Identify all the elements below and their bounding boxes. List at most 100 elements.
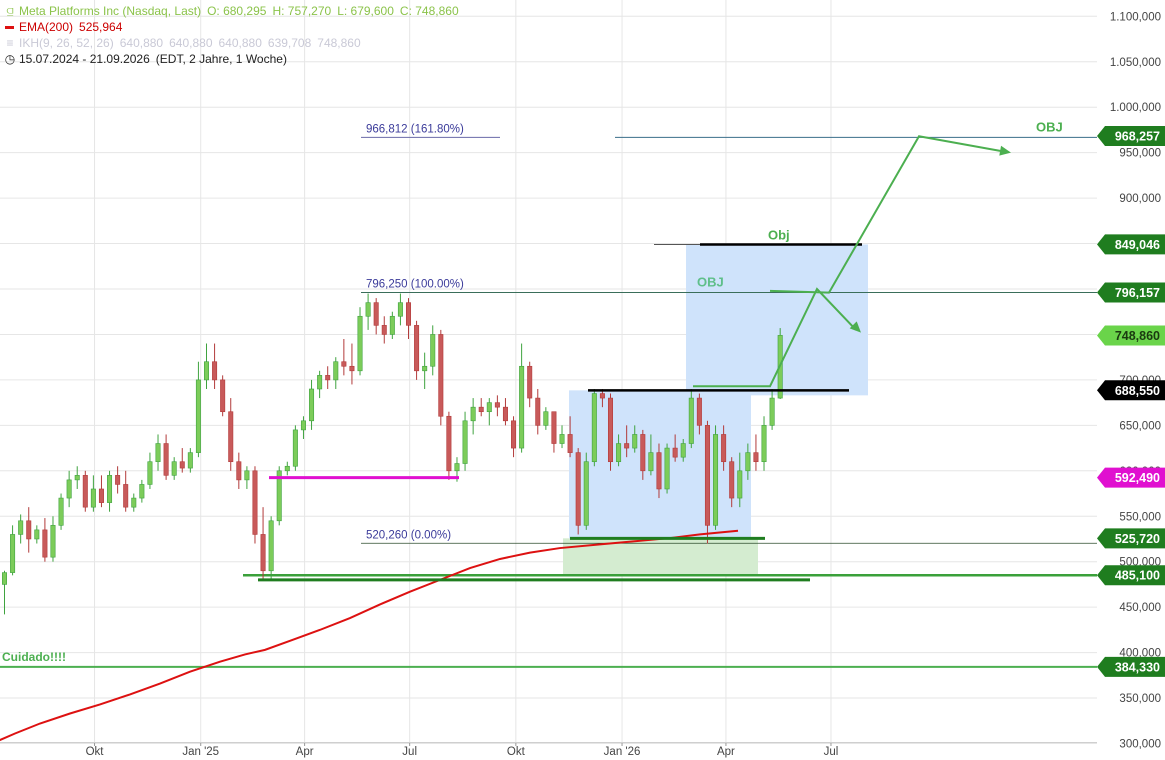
candle-body — [42, 529, 48, 558]
candle-body — [656, 452, 662, 490]
candle-body — [252, 470, 258, 535]
drawings: OBJ Obj OBJ Cuidado!!!! — [2, 119, 1063, 664]
y-tick-label: 300,000 — [1119, 739, 1161, 751]
candle-body — [292, 429, 298, 467]
price-badge-bg — [1097, 528, 1165, 549]
legend-ikh-value: 640,880 — [119, 36, 164, 50]
ema-swatch — [5, 25, 14, 29]
price-badge: 384,330 — [1097, 656, 1165, 677]
legend-open: O: 680,295 — [207, 4, 267, 18]
price-badge-label: 688,550 — [1115, 384, 1160, 398]
legend-ikh-label: IKH(9, 26, 52, 26) — [19, 36, 114, 50]
candle-body — [486, 402, 492, 413]
price-badge-bg — [1097, 565, 1165, 586]
price-badge-label: 592,490 — [1115, 471, 1160, 485]
candle-body — [1, 572, 8, 585]
candle-body — [34, 529, 40, 540]
price-axis: 300,000350,000400,000450,000500,000550,0… — [1097, 11, 1165, 751]
fib-label: 520,260 (0.00%) — [366, 529, 451, 541]
candle-body — [139, 484, 145, 499]
candle-body — [599, 393, 605, 399]
candle-body — [575, 452, 581, 526]
candle-body — [365, 302, 371, 317]
candle-body — [664, 447, 670, 490]
arrow-head-1 — [849, 321, 861, 333]
candle-body — [559, 434, 565, 444]
price-badge-bg — [1097, 467, 1165, 488]
candle-body — [381, 325, 387, 335]
candle-body — [502, 406, 508, 422]
annotation-warning: Cuidado!!!! — [2, 650, 66, 664]
price-badge: 485,100 — [1097, 565, 1165, 586]
candle-body — [179, 461, 185, 469]
price-badge: 849,046 — [1097, 234, 1165, 255]
x-tick-label: Jan '25 — [182, 746, 219, 758]
price-badge: 748,860 — [1097, 325, 1165, 346]
legend-low: L: 679,600 — [337, 4, 394, 18]
projection-path-1 — [693, 287, 857, 388]
price-badge-label: 384,330 — [1115, 660, 1160, 674]
annotation-obj-top: OBJ — [1036, 119, 1063, 134]
price-badge-label: 968,257 — [1115, 130, 1160, 144]
x-tick-label: Jul — [402, 746, 417, 758]
legend-close: C: 748,860 — [399, 4, 459, 18]
price-badge-bg — [1097, 234, 1165, 255]
candle-body — [454, 463, 460, 472]
candle-body — [187, 452, 193, 469]
legend-instrument-row: ⫑ Meta Platforms Inc (Nasdaq, Last) O: 6… — [4, 3, 459, 19]
y-tick-label: 1.050,000 — [1110, 57, 1161, 69]
ikh-icon: ≡ — [6, 36, 14, 50]
candle-body — [341, 361, 347, 367]
legend-ikh-value: 748,860 — [317, 36, 361, 50]
price-badge: 592,490 — [1097, 467, 1165, 488]
candle-body — [745, 452, 751, 472]
y-tick-label: 650,000 — [1119, 420, 1161, 432]
price-badge: 796,157 — [1097, 282, 1165, 303]
price-badge-bg — [1097, 656, 1165, 677]
candle-body — [438, 334, 444, 417]
chart-grid — [0, 0, 1097, 744]
candle-body — [535, 397, 541, 426]
candle-body — [131, 497, 137, 508]
candle-body — [333, 361, 339, 381]
candle-body — [462, 420, 468, 464]
chart-legend: ⫑ Meta Platforms Inc (Nasdaq, Last) O: 6… — [4, 3, 459, 67]
price-badge-bg — [1097, 126, 1165, 147]
x-tick-label: Apr — [296, 746, 314, 758]
candle-body — [414, 325, 420, 372]
support-zone — [563, 538, 758, 576]
candle-body — [82, 475, 88, 508]
price-badge-bg — [1097, 282, 1165, 303]
legend-period-row: ◷ 15.07.2024 - 21.09.2026 (EDT, 2 Jahre,… — [4, 51, 459, 67]
candle-body — [349, 365, 355, 372]
price-badge-label: 849,046 — [1115, 238, 1160, 252]
annotation-obj-small: Obj — [768, 227, 790, 242]
arrow-head-2 — [999, 145, 1011, 156]
candle-body — [713, 434, 719, 526]
candle-body — [260, 534, 266, 572]
candle-icon: ⫑ — [6, 4, 14, 18]
legend-ema-label: EMA(200) — [19, 20, 74, 34]
candle-body — [446, 415, 452, 472]
chart-levels: 966,812 (161.80%) 796,250 (100.00%) 520,26… — [0, 123, 1097, 668]
candle-body — [236, 461, 242, 481]
candle-body — [511, 420, 517, 449]
y-tick-label: 950,000 — [1119, 148, 1161, 160]
candle-body — [704, 425, 710, 526]
legend-period-range: 15.07.2024 - 21.09.2026 — [19, 52, 150, 66]
legend-ema-row: EMA(200) 525,964 — [4, 19, 459, 35]
candle-body — [115, 475, 121, 485]
candle-body — [688, 397, 694, 444]
y-tick-label: 400,000 — [1119, 648, 1161, 660]
candles — [1, 293, 783, 615]
candle-body — [204, 361, 210, 381]
price-badge: 968,257 — [1097, 126, 1165, 147]
price-badge-bg — [1097, 325, 1165, 346]
price-badge-label: 748,860 — [1115, 329, 1160, 343]
y-tick-label: 1.000,000 — [1110, 102, 1161, 114]
candle-body — [624, 443, 630, 449]
candle-body — [107, 475, 113, 503]
y-tick-label: 1.100,000 — [1110, 11, 1161, 23]
candle-body — [74, 475, 80, 481]
